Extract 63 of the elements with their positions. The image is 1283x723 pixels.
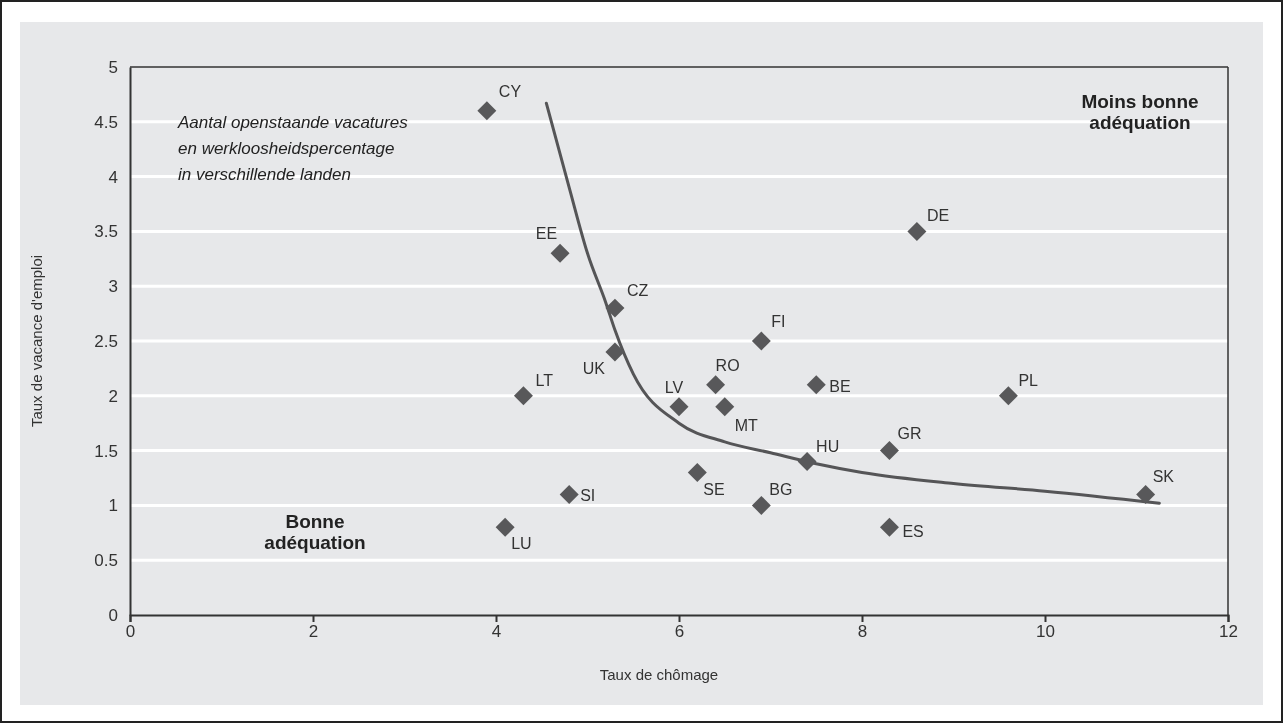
point — [879, 517, 899, 537]
data-label: FI — [771, 313, 786, 330]
data-label: MT — [734, 416, 759, 434]
x-tick-label: 2 — [308, 622, 319, 642]
point — [751, 331, 771, 351]
y-tick-label: 2.5 — [94, 331, 118, 351]
point — [605, 342, 625, 362]
data-label: EE — [535, 225, 558, 243]
y-tick-label: 1 — [108, 496, 118, 516]
y-tick-label: 3 — [108, 277, 118, 297]
point — [605, 298, 625, 318]
point — [513, 386, 533, 406]
x-tick-label: 12 — [1219, 622, 1238, 642]
data-label: LV — [664, 378, 684, 396]
point — [559, 484, 579, 504]
data-label: PL — [1018, 371, 1039, 389]
y-axis-title: Taux de vacance d'emploi — [28, 254, 45, 428]
data-label: GR — [897, 424, 922, 442]
data-label: LT — [535, 371, 554, 389]
point — [715, 397, 735, 417]
point — [706, 375, 726, 395]
y-tick-label: 4 — [108, 167, 118, 187]
point — [806, 375, 826, 395]
y-tick-label: 5 — [108, 57, 118, 77]
data-label: RO — [715, 356, 740, 374]
point — [550, 243, 570, 263]
point — [797, 452, 817, 472]
data-label: DE — [926, 207, 950, 225]
annotation: Bonne adéquation — [264, 511, 366, 553]
x-axis-title: Taux de chômage — [599, 666, 719, 683]
point — [669, 397, 689, 417]
y-tick-label: 2 — [108, 386, 118, 406]
data-label: UK — [582, 359, 606, 377]
point — [687, 463, 707, 483]
data-label: LU — [511, 535, 532, 553]
point — [907, 221, 927, 241]
data-label: HU — [816, 437, 840, 455]
y-tick-label: 1.5 — [94, 441, 118, 461]
point — [751, 495, 771, 515]
point — [495, 517, 515, 537]
y-tick-label: 0.5 — [94, 551, 118, 571]
x-tick-label: 4 — [491, 622, 502, 642]
data-label: SK — [1152, 468, 1175, 486]
annotation: Aantal openstaande vacatures en werkloosheidspercentage in verschillende landen — [177, 113, 409, 184]
point — [477, 101, 497, 121]
y-tick-label: 3.5 — [94, 222, 118, 242]
y-tick-label: 4.5 — [94, 112, 118, 132]
data-label: SI — [580, 487, 596, 505]
y-tick-label: 0 — [108, 605, 118, 625]
point — [1136, 484, 1156, 504]
data-label: BG — [769, 481, 793, 499]
data-label: CY — [498, 82, 522, 100]
annotation: Moins bonne adéquation — [1081, 91, 1199, 133]
point — [998, 386, 1018, 406]
data-label: CZ — [626, 282, 649, 300]
x-tick-label: 8 — [857, 622, 868, 642]
data-label: BE — [829, 377, 851, 395]
x-tick-label: 0 — [125, 622, 136, 642]
x-tick-label: 10 — [1036, 622, 1055, 642]
data-label: ES — [902, 523, 924, 541]
data-label: SE — [703, 480, 725, 498]
x-tick-label: 6 — [674, 622, 685, 642]
point — [879, 441, 899, 461]
